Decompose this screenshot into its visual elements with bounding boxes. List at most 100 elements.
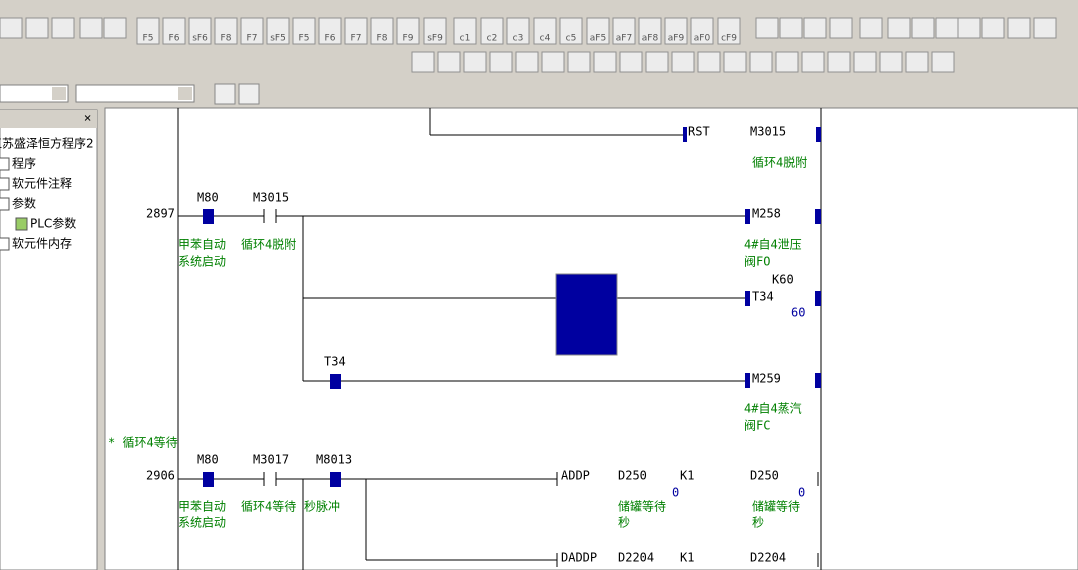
- key-label: aF7: [616, 34, 632, 44]
- tree-item[interactable]: PLC参数: [30, 216, 76, 231]
- tool-button[interactable]: [411, 51, 435, 73]
- tool-button[interactable]: [612, 17, 636, 45]
- close-icon[interactable]: ✕: [84, 111, 91, 125]
- ladder-text: K60: [772, 273, 794, 287]
- tool-button[interactable]: [318, 17, 342, 45]
- tool-button[interactable]: [344, 17, 368, 45]
- tool-button[interactable]: [827, 51, 851, 73]
- tool-button[interactable]: [803, 17, 827, 39]
- tool-button[interactable]: [188, 17, 212, 45]
- tool-button[interactable]: [240, 17, 264, 45]
- tool-button[interactable]: [489, 51, 513, 73]
- tool-button[interactable]: [51, 17, 75, 39]
- ladder-text: D250: [618, 469, 647, 483]
- ladder-text: RST: [688, 125, 710, 139]
- ladder-text: M80: [197, 453, 219, 467]
- tree-item[interactable]: 软元件内存: [12, 237, 72, 251]
- tool-button[interactable]: [559, 17, 583, 45]
- tool-button[interactable]: [214, 83, 236, 105]
- tool-button[interactable]: [911, 17, 935, 39]
- tool-button[interactable]: [25, 17, 49, 39]
- coil-mark: [745, 209, 750, 224]
- tool-button[interactable]: [957, 17, 981, 39]
- tool-button[interactable]: [396, 17, 420, 45]
- tool-button[interactable]: [755, 17, 779, 39]
- ladder-text: M8013: [316, 453, 352, 467]
- tool-button[interactable]: [638, 17, 662, 45]
- tree-icon: [0, 197, 10, 211]
- dropdown[interactable]: [0, 84, 69, 103]
- tool-button[interactable]: [79, 17, 103, 39]
- tool-button[interactable]: [162, 17, 186, 45]
- key-label: c2: [487, 34, 498, 44]
- tool-button[interactable]: [453, 17, 477, 45]
- tool-button[interactable]: [981, 17, 1005, 39]
- tool-button[interactable]: [931, 51, 955, 73]
- tool-button[interactable]: [480, 17, 504, 45]
- key-label: c5: [566, 34, 577, 44]
- ladder-text: D2204: [750, 551, 786, 565]
- tool-button[interactable]: [370, 17, 394, 45]
- tool-button[interactable]: [905, 51, 929, 73]
- tool-button[interactable]: [723, 51, 747, 73]
- cursor-box[interactable]: [555, 273, 618, 356]
- tool-button[interactable]: [1007, 17, 1031, 39]
- tree-item[interactable]: 软元件注释: [12, 176, 72, 191]
- tool-button[interactable]: [214, 17, 238, 45]
- tool-button[interactable]: [775, 51, 799, 73]
- key-label: aF5: [590, 34, 606, 44]
- tool-button[interactable]: [567, 51, 591, 73]
- tool-button[interactable]: [238, 83, 260, 105]
- tool-button[interactable]: [136, 17, 160, 45]
- tool-button[interactable]: [593, 51, 617, 73]
- comment: 储罐等待: [618, 499, 666, 514]
- coil-mark: [816, 127, 821, 142]
- tool-button[interactable]: [935, 17, 959, 39]
- comment: 循环4脱附: [241, 237, 296, 252]
- contact-on: [203, 472, 214, 487]
- tool-button[interactable]: [292, 17, 316, 45]
- tool-button[interactable]: [853, 51, 877, 73]
- tool-button[interactable]: [437, 51, 461, 73]
- tool-button[interactable]: [506, 17, 530, 45]
- tool-button[interactable]: [801, 51, 825, 73]
- tool-button[interactable]: [697, 51, 721, 73]
- tool-button[interactable]: [619, 51, 643, 73]
- tree-title: 江苏盛泽恒方程序2: [0, 136, 94, 151]
- tool-button[interactable]: [515, 51, 539, 73]
- tool-button[interactable]: [859, 17, 883, 39]
- ladder-text: 60: [791, 306, 805, 320]
- key-label: aF8: [642, 34, 659, 44]
- tool-button[interactable]: [717, 17, 741, 45]
- key-label: F6: [169, 34, 180, 44]
- dropdown[interactable]: [75, 84, 195, 103]
- tool-button[interactable]: [879, 51, 903, 73]
- tool-button[interactable]: [645, 51, 669, 73]
- tool-button[interactable]: [0, 17, 23, 39]
- tool-button[interactable]: [533, 17, 557, 45]
- tool-button[interactable]: [829, 17, 853, 39]
- dropdown-button[interactable]: [52, 87, 66, 100]
- tool-button[interactable]: [1033, 17, 1057, 39]
- dropdown-button[interactable]: [178, 87, 192, 100]
- tool-button[interactable]: [103, 17, 127, 39]
- key-label: c4: [540, 34, 551, 44]
- tool-button[interactable]: [541, 51, 565, 73]
- key-label: aF0: [694, 34, 711, 44]
- active-marks: [203, 127, 821, 487]
- tree-item[interactable]: 参数: [12, 196, 36, 211]
- tool-button[interactable]: [749, 51, 773, 73]
- ladder-text: 0: [672, 486, 679, 500]
- tool-button[interactable]: [690, 17, 714, 45]
- tool-button[interactable]: [423, 17, 447, 45]
- tool-button[interactable]: [664, 17, 688, 45]
- tool-button[interactable]: [586, 17, 610, 45]
- key-label: sF6: [192, 34, 208, 44]
- tool-button[interactable]: [779, 17, 803, 39]
- tool-button[interactable]: [463, 51, 487, 73]
- ladder-text: T34: [324, 355, 346, 369]
- tool-button[interactable]: [671, 51, 695, 73]
- tree-item[interactable]: 程序: [12, 156, 36, 171]
- tool-button[interactable]: [887, 17, 911, 39]
- tool-button[interactable]: [266, 17, 290, 45]
